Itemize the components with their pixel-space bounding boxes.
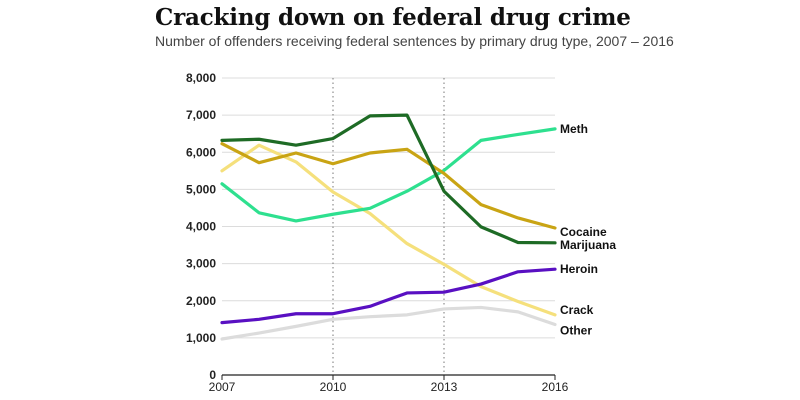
chart-title: Cracking down on federal drug crime [155,4,631,31]
series-line-marijuana [220,113,557,245]
x-tick-label: 2007 [209,380,236,394]
series-line-heroin [220,267,557,325]
series-line-other [220,305,557,341]
series-label-heroin: Heroin [560,262,598,276]
series-label-meth: Meth [560,122,588,136]
series-layer [220,113,557,341]
series-label-other: Other [560,324,592,338]
y-tick-label: 2,000 [186,294,216,308]
y-tick-label: 3,000 [186,257,216,271]
y-tick-label: 5,000 [186,182,216,196]
y-tick-label: 1,000 [186,331,216,345]
x-tick-label: 2010 [320,380,347,394]
x-tick-label: 2013 [431,380,458,394]
series-line-meth [220,127,557,223]
y-tick-label: 8,000 [186,71,216,85]
series-label-marijuana: Marijuana [560,238,616,252]
x-tick-label: 2016 [542,380,569,394]
axis-layer: 0 1,000 2,000 3,000 4,000 5,000 6,000 7,000 8,00… [186,71,569,394]
series-label-crack: Crack [560,303,594,317]
y-tick-label: 4,000 [186,220,216,234]
series-label-cocaine: Cocaine [560,225,607,239]
y-tick-label: 6,000 [186,145,216,159]
y-tick-label: 0 [209,368,216,382]
series-line-crack [220,143,557,317]
series-line-cocaine [220,142,557,230]
chart-subtitle: Number of offenders receiving federal se… [155,33,674,49]
y-tick-label: 7,000 [186,108,216,122]
